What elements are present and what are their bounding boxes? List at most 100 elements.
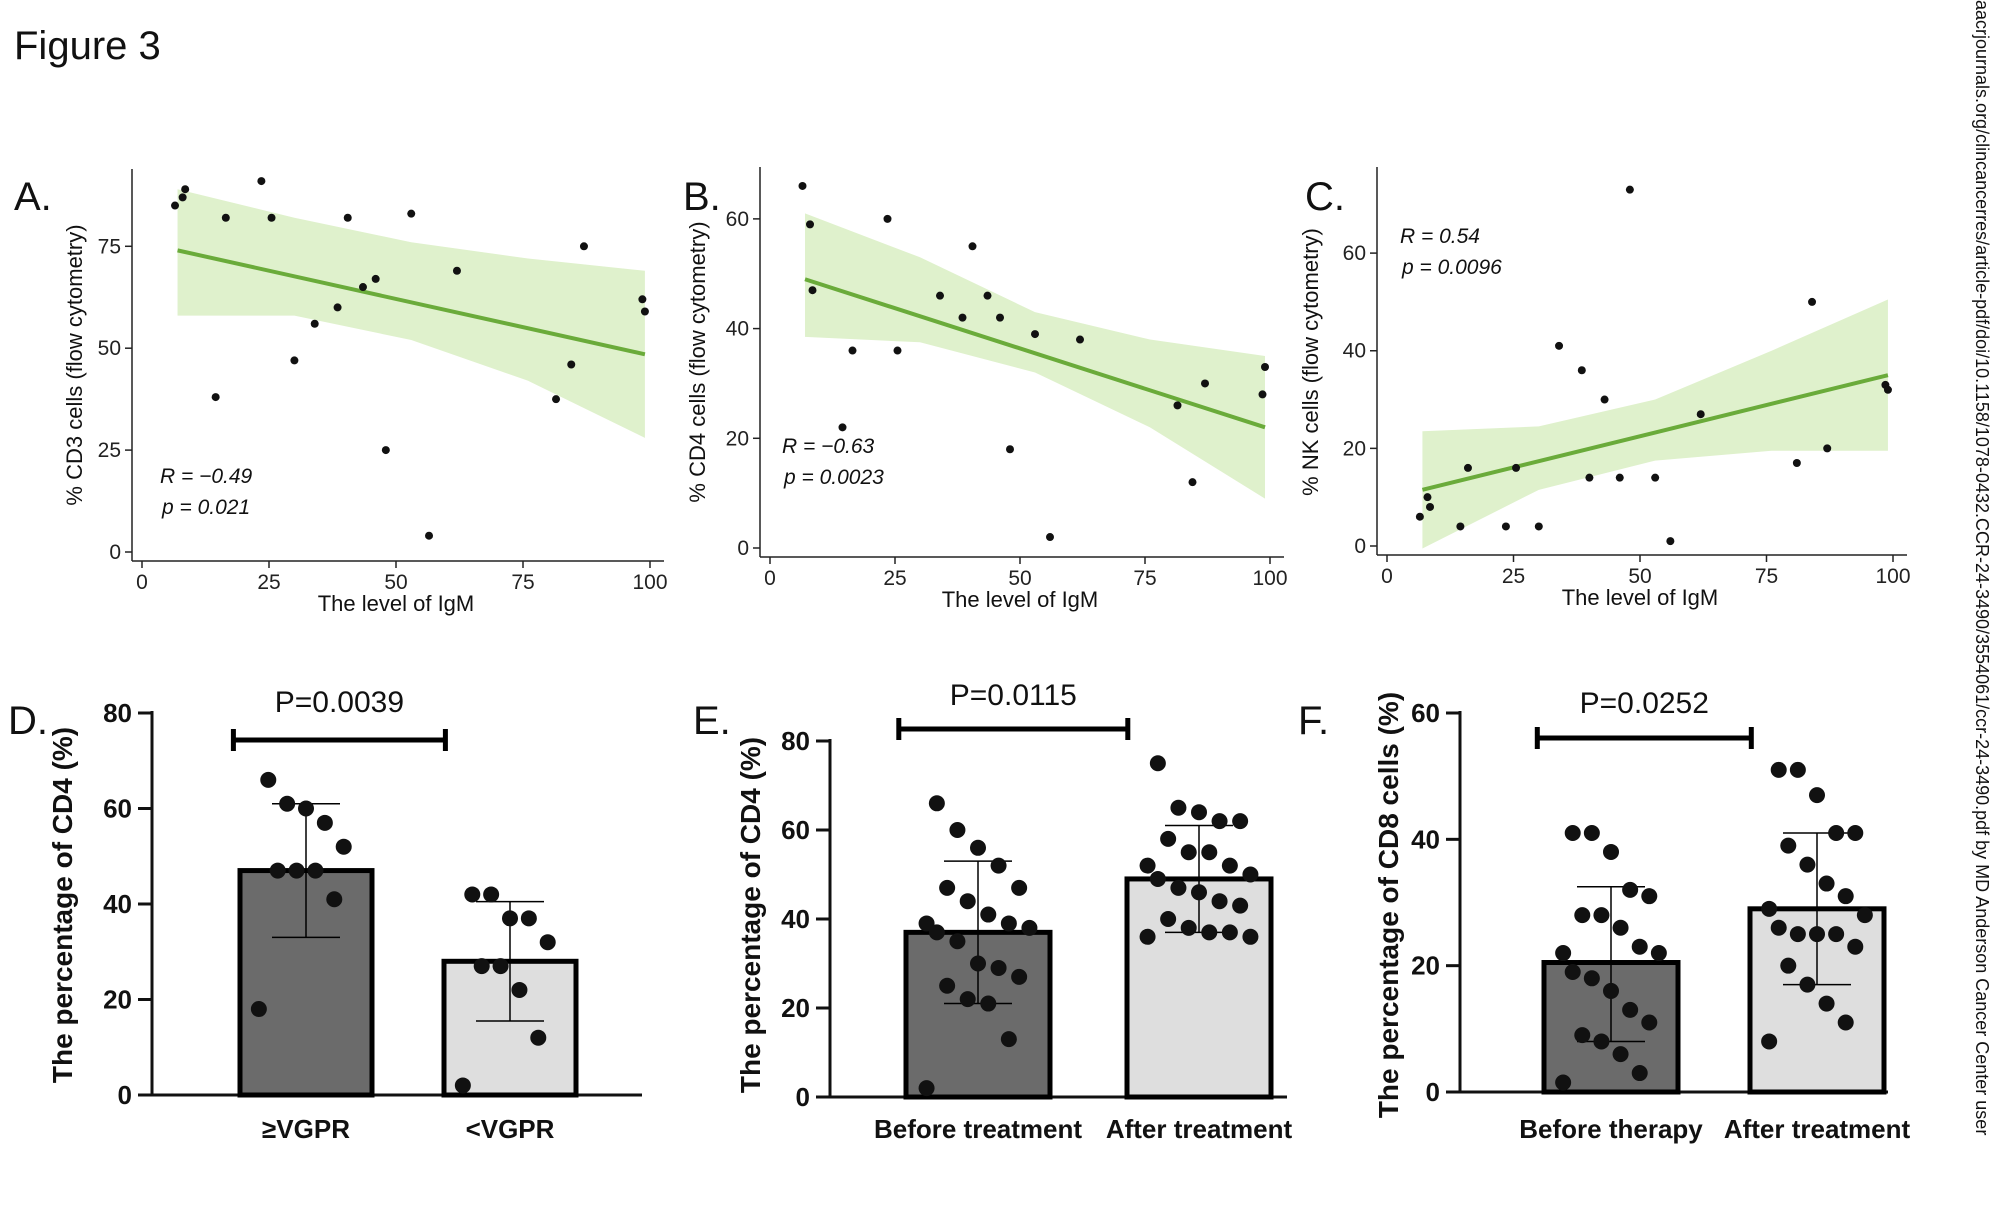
data-point (1761, 900, 1778, 917)
data-point (178, 193, 187, 202)
data-point (1076, 335, 1084, 344)
regression-line (804, 277, 1266, 430)
data-point (959, 991, 976, 1008)
y-axis-title: The percentage of CD4 (%) (735, 737, 766, 1093)
data-point (310, 319, 319, 328)
data-point (452, 266, 461, 275)
data-point (407, 209, 416, 218)
correlation-r: R = −0.49 (160, 465, 253, 488)
category-label: ≥VGPR (262, 1114, 350, 1144)
data-point (1696, 410, 1705, 419)
data-point (838, 423, 847, 432)
data-point (1625, 185, 1634, 194)
data-point (1180, 844, 1197, 861)
data-point (1792, 459, 1801, 468)
data-point (939, 977, 956, 994)
data-point (1555, 945, 1572, 962)
correlation-p: p = 0.0096 (1401, 256, 1502, 279)
data-point (1232, 897, 1249, 914)
correlation-r: R = 0.54 (1400, 225, 1480, 248)
data-point (316, 814, 333, 831)
data-point (1593, 1033, 1610, 1050)
y-axis-title: % NK cells (flow cytometry) (1298, 228, 1323, 496)
data-point (333, 303, 342, 312)
data-point (1564, 825, 1581, 842)
y-axis-title: The percentage of CD4 (%) (47, 727, 78, 1083)
data-point (1799, 856, 1816, 873)
data-point (1650, 945, 1667, 962)
y-tick-label: 60 (781, 815, 810, 845)
y-tick-label: 60 (1411, 698, 1440, 728)
data-point (1211, 813, 1228, 830)
data-point (1011, 968, 1028, 985)
data-point (1170, 799, 1187, 816)
data-point (1180, 919, 1197, 936)
data-point (1847, 825, 1864, 842)
data-point (567, 360, 576, 369)
y-tick-label: 20 (1411, 951, 1440, 981)
y-tick-label: 20 (1343, 437, 1366, 460)
x-tick-label: 75 (1133, 567, 1156, 590)
data-point (1242, 928, 1259, 945)
regression-line (177, 248, 646, 357)
data-point (1612, 919, 1629, 936)
y-tick-label: 0 (1354, 535, 1366, 558)
data-point (211, 393, 220, 402)
data-point (928, 924, 945, 941)
data-point (1201, 844, 1218, 861)
data-point (1261, 362, 1269, 371)
data-point (371, 274, 380, 283)
data-point (1770, 761, 1787, 778)
confidence-band (805, 213, 1265, 499)
data-point (638, 295, 647, 304)
data-point (473, 958, 490, 975)
data-point (1583, 825, 1600, 842)
data-point (1837, 888, 1854, 905)
data-point (1456, 522, 1465, 531)
x-tick-label: 50 (1628, 565, 1651, 588)
data-point (1631, 938, 1648, 955)
data-point (1666, 537, 1675, 546)
figure-title: Figure 3 (14, 24, 161, 68)
category-label: After treatment (1724, 1114, 1911, 1144)
data-point (949, 933, 966, 950)
regression-line (1421, 373, 1889, 492)
x-tick-label: 100 (1875, 565, 1910, 588)
y-tick-label: 60 (103, 794, 132, 824)
data-point (257, 177, 266, 186)
data-point (806, 220, 814, 229)
data-point (171, 201, 180, 210)
data-point (1564, 963, 1581, 980)
category-label: Before therapy (1519, 1114, 1703, 1144)
x-tick-label: 25 (883, 567, 906, 590)
x-tick-label: 50 (384, 571, 407, 594)
y-tick-label: 0 (1426, 1077, 1440, 1107)
panel-label: C. (1305, 175, 1345, 219)
data-point (968, 242, 977, 251)
data-point (464, 886, 481, 903)
data-point (990, 857, 1007, 874)
x-tick-label: 0 (1381, 565, 1393, 588)
data-point (279, 795, 296, 812)
data-point (1780, 957, 1797, 974)
confidence-band (177, 189, 645, 438)
data-point (1426, 502, 1435, 511)
data-point (1221, 924, 1238, 941)
y-tick-label: 20 (781, 993, 810, 1023)
p-value-label: P=0.0039 (275, 686, 404, 719)
data-point (1201, 924, 1218, 941)
data-point (1232, 813, 1249, 830)
x-axis-title: The level of IgM (1562, 585, 1719, 610)
data-point (307, 862, 324, 879)
data-point (1149, 870, 1166, 887)
data-point (1612, 1046, 1629, 1063)
data-point (928, 795, 945, 812)
x-tick-label: 25 (1502, 565, 1525, 588)
data-point (640, 307, 649, 316)
panel-label: F. (1298, 699, 1329, 743)
data-point (1828, 825, 1845, 842)
data-point (425, 531, 434, 540)
category-label: <VGPR (466, 1114, 555, 1144)
data-point (1139, 857, 1156, 874)
